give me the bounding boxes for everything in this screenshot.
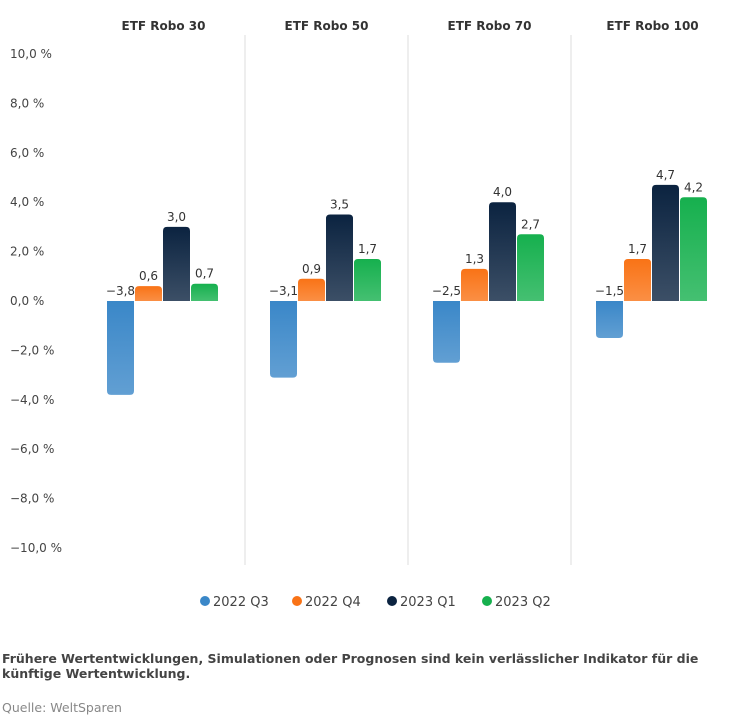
disclaimer-note: Frühere Wertentwicklungen, Simulationen … (2, 651, 699, 681)
data-label: 4,2 (684, 180, 703, 194)
bar (354, 259, 381, 301)
legend-item: 2022 Q3 (213, 595, 269, 610)
data-label: 2,7 (521, 217, 540, 231)
bar (624, 259, 651, 301)
y-tick-label: −10,0 % (10, 541, 62, 555)
data-label: −1,5 (595, 284, 624, 298)
data-label: −2,5 (432, 284, 461, 298)
bar (433, 301, 460, 363)
y-tick-label: 0,0 % (10, 294, 44, 308)
bar (163, 226, 190, 301)
y-tick-label: 6,0 % (10, 146, 44, 160)
data-label: 3,5 (330, 198, 349, 212)
y-tick-label: 8,0 % (10, 96, 44, 110)
bar (135, 286, 162, 301)
bar (517, 234, 544, 301)
bar (298, 278, 325, 301)
bar (191, 283, 218, 301)
legend-item: 2022 Q4 (305, 595, 361, 610)
panel-title: ETF Robo 70 (448, 19, 532, 33)
chart: 10,0 % 8,0 % 6,0 % 4,0 % 2,0 % 0,0 % −2,0 % −4,… (10, 19, 707, 610)
data-label: 0,6 (139, 269, 158, 283)
bar (489, 202, 516, 301)
data-label: 1,3 (465, 252, 484, 266)
bar (680, 197, 707, 301)
legend-marker (482, 596, 492, 606)
legend-marker (200, 596, 210, 606)
panel-title: ETF Robo 30 (122, 19, 206, 33)
data-label: 0,7 (195, 267, 214, 281)
source-label: Quelle: WeltSparen (2, 700, 122, 715)
bar (596, 301, 623, 339)
data-label: 4,0 (493, 185, 512, 199)
y-tick-label: −8,0 % (10, 492, 54, 506)
legend-marker (387, 596, 397, 606)
legend-marker (292, 596, 302, 606)
y-tick-label: −2,0 % (10, 343, 54, 357)
bar (461, 268, 488, 301)
legend-item: 2023 Q1 (400, 595, 456, 610)
data-label: 4,7 (656, 168, 675, 182)
y-tick-label: −6,0 % (10, 442, 54, 456)
legend-item: 2023 Q2 (495, 595, 551, 610)
panel-title: ETF Robo 50 (285, 19, 369, 33)
data-label: 1,7 (628, 242, 647, 256)
panel-title: ETF Robo 100 (606, 19, 698, 33)
y-tick-label: −4,0 % (10, 393, 54, 407)
bar (652, 184, 679, 301)
data-label: −3,1 (269, 284, 298, 298)
bar (326, 214, 353, 301)
bar (270, 301, 297, 378)
data-label: −3,8 (106, 284, 135, 298)
y-tick-label: 10,0 % (10, 47, 52, 61)
data-label: 0,9 (302, 262, 321, 276)
data-label: 1,7 (358, 242, 377, 256)
data-label: 3,0 (167, 210, 186, 224)
y-tick-label: 4,0 % (10, 195, 44, 209)
y-tick-label: 2,0 % (10, 245, 44, 259)
bar (107, 301, 134, 395)
